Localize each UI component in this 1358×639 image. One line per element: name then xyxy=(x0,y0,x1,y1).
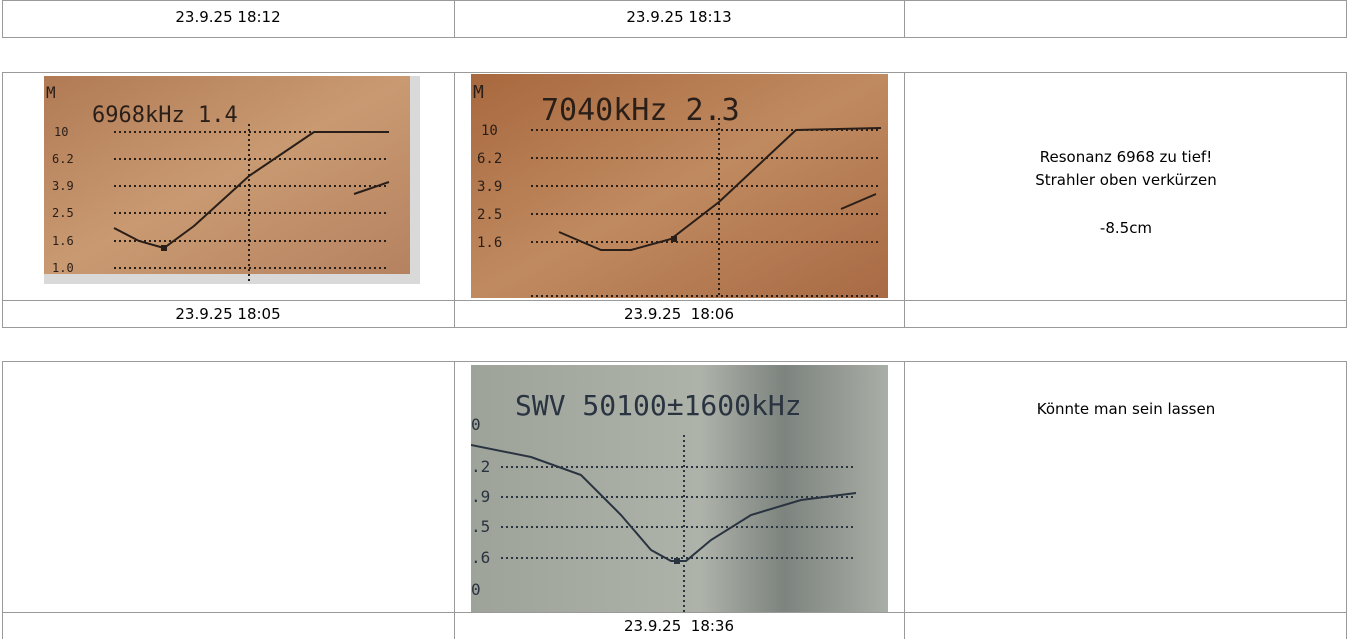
scale-label: 3.9 xyxy=(52,179,74,193)
column-divider xyxy=(454,361,455,639)
lcd-photo: SWV 50100±1600kHz 0 .2 .9 .5 .6 0 xyxy=(471,365,888,612)
column-divider xyxy=(904,0,905,38)
scale-label: .6 xyxy=(471,548,490,567)
lcd-title: SWV 50100±1600kHz xyxy=(515,389,802,422)
row-divider xyxy=(2,612,1347,613)
lcd-photo: M 6968kHz 1.4 10 6.2 3.9 2.5 1.6 1.0 xyxy=(44,76,420,284)
scale-label: 6.2 xyxy=(477,151,502,167)
scale-label: 10 xyxy=(54,125,68,139)
date: 23.9.25 18:12 xyxy=(2,8,454,26)
scale-label: 10 xyxy=(481,123,498,139)
lcd-title: 6968kHz 1.4 xyxy=(92,103,238,128)
scale-label: .5 xyxy=(471,517,490,536)
note: Strahler oben verkürzen xyxy=(905,171,1347,189)
column-divider xyxy=(904,72,905,328)
page: {"table_1": {"dates": ["23.9.25 18:12", … xyxy=(0,0,1358,639)
unit: M xyxy=(473,82,484,103)
scale-label: 1.0 xyxy=(52,261,74,275)
scale-label: .2 xyxy=(471,457,490,476)
scale-label: 2.5 xyxy=(477,207,502,223)
note: -8.5cm xyxy=(905,219,1347,237)
scale-label: 1.6 xyxy=(477,235,502,251)
scale-label: 0 xyxy=(471,580,481,599)
scale-label: 0 xyxy=(471,415,481,434)
date: 23.9.25 18:13 xyxy=(454,8,904,26)
unit: M xyxy=(46,83,56,102)
scale-label: .9 xyxy=(471,487,490,506)
column-divider xyxy=(454,72,455,328)
row-divider xyxy=(2,300,1347,301)
date: 23.9.25 18:06 xyxy=(454,305,904,323)
date: 23.9.25 18:05 xyxy=(2,305,454,323)
lcd-title: 7040kHz 2.3 xyxy=(541,93,740,128)
note: Könnte man sein lassen xyxy=(905,400,1347,418)
scale-label: 6.2 xyxy=(52,152,74,166)
scale-label: 1.6 xyxy=(52,234,74,248)
note: Resonanz 6968 zu tief! xyxy=(905,148,1347,166)
scale-label: 2.5 xyxy=(52,206,74,220)
date: 23.9.25 18:36 xyxy=(454,617,904,635)
scale-label: 3.9 xyxy=(477,179,502,195)
lcd-photo: M 7040kHz 2.3 10 6.2 3.9 2.5 1.6 xyxy=(471,74,888,298)
